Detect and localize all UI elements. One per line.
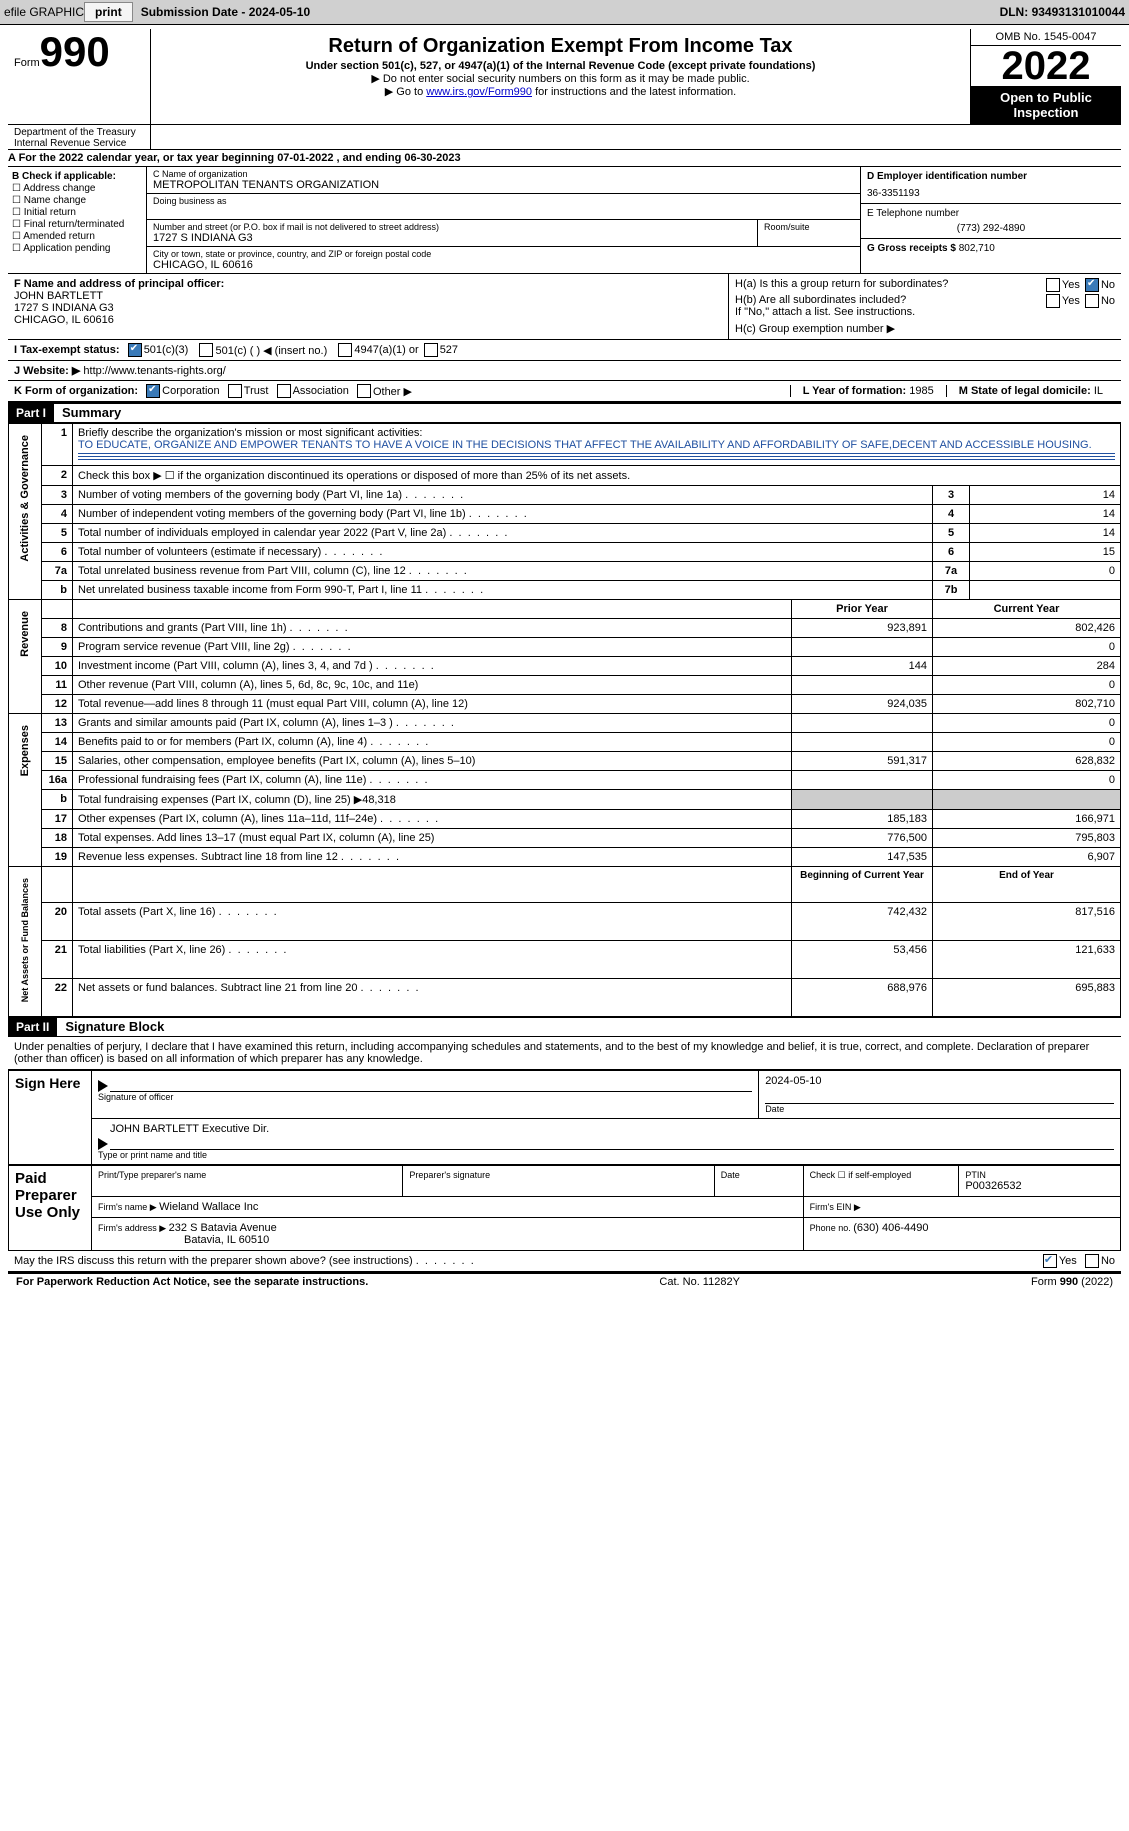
name-arrow-icon (98, 1138, 108, 1150)
part1-header: Part ISummary (8, 403, 1121, 423)
box-f: F Name and address of principal officer:… (8, 274, 728, 339)
sign-arrow-icon (98, 1080, 108, 1092)
form-note2: ▶ Go to www.irs.gov/Form990 for instruct… (157, 85, 964, 98)
print-button[interactable]: print (84, 2, 133, 22)
irs-link[interactable]: www.irs.gov/Form990 (426, 86, 532, 98)
col-right: D Employer identification number 36-3351… (860, 167, 1121, 273)
efile-label: efile GRAPHIC (4, 5, 84, 19)
cb-name[interactable]: ☐ Name change (12, 195, 142, 206)
dept-cell: Department of the TreasuryInternal Reven… (8, 125, 151, 149)
mission-text: TO EDUCATE, ORGANIZE AND EMPOWER TENANTS… (78, 439, 1092, 451)
discuss-yes-check[interactable] (1043, 1254, 1057, 1268)
box-c: C Name of organization METROPOLITAN TENA… (147, 167, 860, 194)
row-k: K Form of organization: Corporation Trus… (8, 381, 1121, 403)
title-cell: Return of Organization Exempt From Incom… (151, 29, 971, 124)
row-j: J Website: ▶ http://www.tenants-rights.o… (8, 361, 1121, 381)
box-address: Number and street (or P.O. box if mail i… (147, 220, 860, 247)
tax-year: 2022 (971, 46, 1121, 86)
page-footer: For Paperwork Reduction Act Notice, see … (8, 1273, 1121, 1290)
form-title: Return of Organization Exempt From Incom… (157, 35, 964, 58)
form-subtitle: Under section 501(c), 527, or 4947(a)(1)… (157, 60, 964, 72)
top-toolbar: efile GRAPHIC print Submission Date - 20… (0, 0, 1129, 25)
cb-pending[interactable]: ☐ Application pending (12, 243, 142, 254)
row-i: I Tax-exempt status: 501(c)(3) 501(c) ( … (8, 340, 1121, 361)
cb-amended[interactable]: ☐ Amended return (12, 231, 142, 242)
cb-final[interactable]: ☐ Final return/terminated (12, 219, 142, 230)
perjury-decl: Under penalties of perjury, I declare th… (8, 1037, 1121, 1070)
vtab-ag: Activities & Governance (9, 424, 42, 600)
paid-preparer-block: Paid Preparer Use Only Print/Type prepar… (8, 1165, 1121, 1251)
cb-address[interactable]: ☐ Address change (12, 183, 142, 194)
summary-table: Activities & Governance 1 Briefly descri… (8, 423, 1121, 1017)
form-number-cell: Form990 (8, 29, 151, 124)
box-g: G Gross receipts $ 802,710 (861, 239, 1121, 258)
entity-section: B Check if applicable: ☐ Address change … (8, 167, 1121, 274)
box-dba: Doing business as (147, 194, 860, 220)
discuss-no-check[interactable] (1085, 1254, 1099, 1268)
col-mid: C Name of organization METROPOLITAN TENA… (147, 167, 860, 273)
year-cell: OMB No. 1545-0047 2022 Open to Public In… (971, 29, 1121, 124)
vtab-rev: Revenue (9, 600, 42, 714)
part2-header: Part IISignature Block (8, 1017, 1121, 1037)
submission-label: Submission Date - 2024-05-10 (141, 5, 310, 19)
col-b-checkboxes: B Check if applicable: ☐ Address change … (8, 167, 147, 273)
row-fh: F Name and address of principal officer:… (8, 274, 1121, 340)
box-e: E Telephone number (773) 292-4890 (861, 204, 1121, 239)
row-a: A For the 2022 calendar year, or tax yea… (8, 150, 1121, 167)
dln-label: DLN: 93493131010044 (1000, 5, 1125, 19)
box-d: D Employer identification number 36-3351… (861, 167, 1121, 204)
form-header: Form990 Return of Organization Exempt Fr… (8, 29, 1121, 125)
open-inspection: Open to Public Inspection (971, 86, 1121, 124)
cb-initial[interactable]: ☐ Initial return (12, 207, 142, 218)
form-note1: ▶ Do not enter social security numbers o… (157, 72, 964, 85)
box-city: City or town, state or province, country… (147, 247, 860, 273)
discuss-row: May the IRS discuss this return with the… (8, 1251, 1121, 1273)
vtab-na: Net Assets or Fund Balances (9, 867, 42, 1017)
vtab-exp: Expenses (9, 714, 42, 867)
sign-here-block: Sign Here Signature of officer 2024-05-1… (8, 1070, 1121, 1165)
box-h: H(a) Is this a group return for subordin… (728, 274, 1121, 339)
